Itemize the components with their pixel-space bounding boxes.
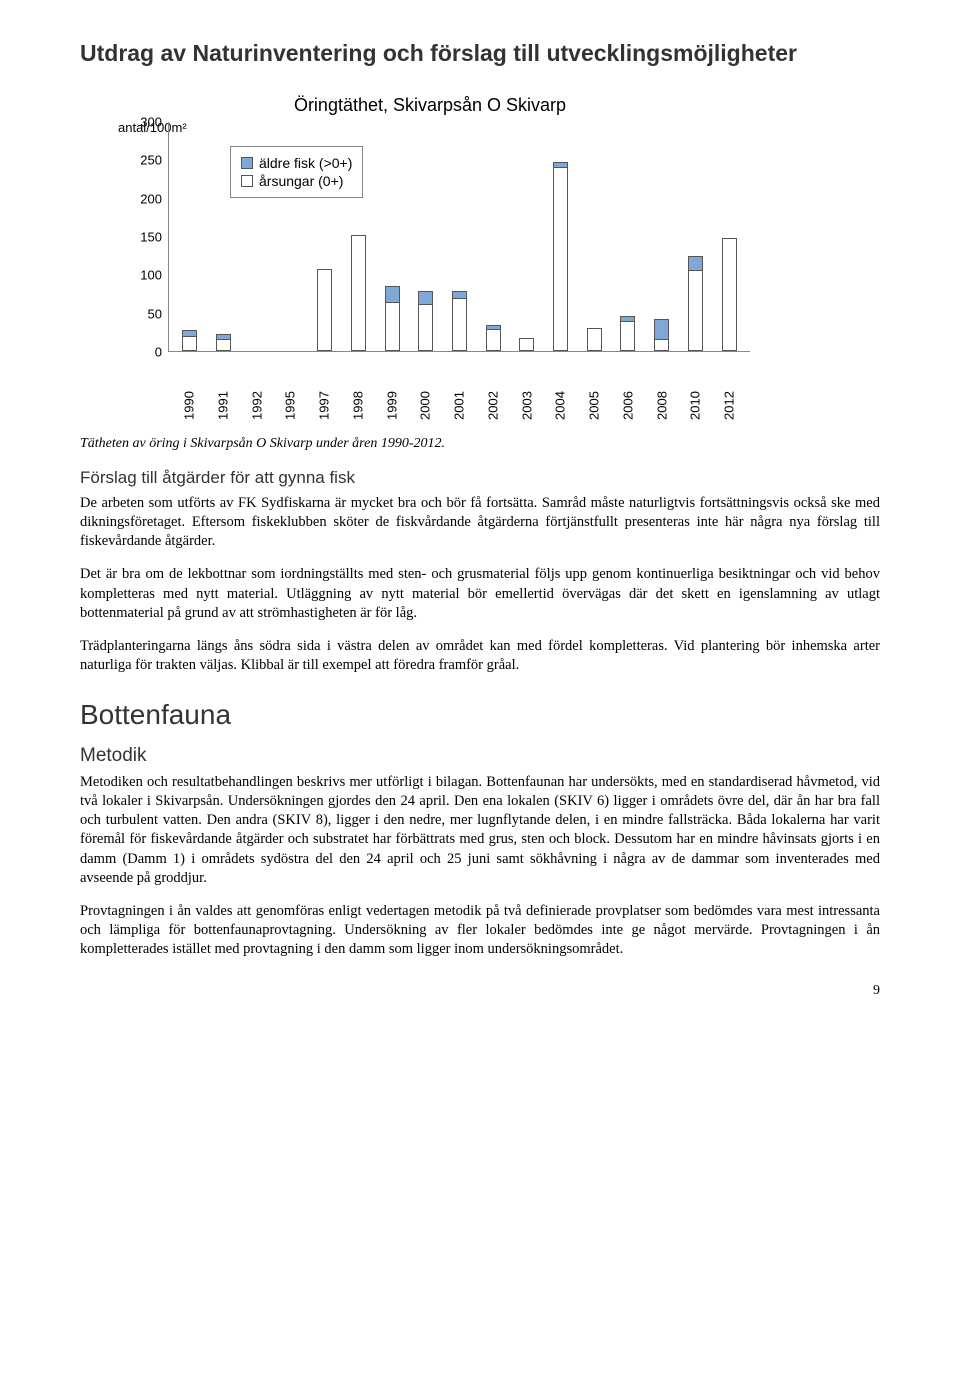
- x-axis: 1990199119921995199719981999200020012002…: [168, 382, 750, 424]
- page-number: 9: [80, 983, 880, 999]
- paragraph: De arbeten som utförts av FK Sydfiskarna…: [80, 494, 880, 551]
- bar-group: [679, 122, 713, 351]
- bar-young: [519, 338, 534, 351]
- bar-group: [577, 122, 611, 351]
- bar-young: [216, 340, 231, 351]
- bar-older: [452, 291, 467, 299]
- bar-older: [385, 286, 400, 303]
- x-tick: 1995: [273, 382, 307, 424]
- x-tick: 1998: [341, 382, 375, 424]
- bar-group: [409, 122, 443, 351]
- bar-group: [510, 122, 544, 351]
- bar-young: [182, 337, 197, 351]
- y-tick: 0: [155, 346, 162, 359]
- x-tick: 2004: [543, 382, 577, 424]
- x-tick: 1997: [307, 382, 341, 424]
- bar-young: [486, 330, 501, 351]
- y-tick: 200: [140, 192, 162, 205]
- chart-legend: äldre fisk (>0+) årsungar (0+): [230, 146, 363, 198]
- x-tick: 2006: [611, 382, 645, 424]
- bar-young: [587, 328, 602, 351]
- section-heading-bottenfauna: Bottenfauna: [80, 699, 880, 731]
- bar-chart: Öringtäthet, Skivarpsån O Skivarp antal/…: [110, 95, 750, 424]
- bar-young: [553, 168, 568, 351]
- section-heading-metodik: Metodik: [80, 745, 880, 767]
- paragraph: Provtagningen i ån valdes att genomföras…: [80, 902, 880, 959]
- legend-label: äldre fisk (>0+): [259, 155, 352, 171]
- x-tick: 2010: [678, 382, 712, 424]
- bar-group: [173, 122, 207, 351]
- x-tick: 2002: [476, 382, 510, 424]
- x-tick: 1991: [206, 382, 240, 424]
- x-tick: 1992: [240, 382, 274, 424]
- bar-young: [385, 303, 400, 351]
- paragraph: Metodiken och resultatbehandlingen beskr…: [80, 773, 880, 888]
- bar-older: [688, 256, 703, 271]
- bar-young: [654, 340, 669, 351]
- y-tick: 150: [140, 231, 162, 244]
- x-tick: 1999: [375, 382, 409, 424]
- legend-item: årsungar (0+): [241, 173, 352, 189]
- x-tick: 2008: [645, 382, 679, 424]
- bar-young: [351, 235, 366, 351]
- bar-group: [443, 122, 477, 351]
- bar-young: [418, 305, 433, 351]
- paragraph: Det är bra om de lekbottnar som iordning…: [80, 565, 880, 622]
- bar-young: [722, 238, 737, 351]
- y-tick: 250: [140, 154, 162, 167]
- bar-older: [654, 319, 669, 340]
- y-axis: 050100150200250300: [110, 122, 168, 352]
- page-title: Utdrag av Naturinventering och förslag t…: [80, 40, 880, 67]
- legend-label: årsungar (0+): [259, 173, 343, 189]
- bar-group: [476, 122, 510, 351]
- chart-caption: Tätheten av öring i Skivarpsån O Skivarp…: [80, 436, 880, 452]
- bar-group: [611, 122, 645, 351]
- bar-group: [645, 122, 679, 351]
- legend-swatch: [241, 157, 253, 169]
- chart-title: Öringtäthet, Skivarpsån O Skivarp: [110, 95, 750, 116]
- bar-older: [418, 291, 433, 306]
- bar-older: [182, 330, 197, 338]
- bar-group: [712, 122, 746, 351]
- x-tick: 2003: [510, 382, 544, 424]
- x-tick: 2012: [712, 382, 746, 424]
- bar-young: [452, 299, 467, 351]
- bar-group: [544, 122, 578, 351]
- x-tick: 1990: [172, 382, 206, 424]
- bar-young: [620, 322, 635, 351]
- legend-swatch: [241, 175, 253, 187]
- paragraph: Trädplanteringarna längs åns södra sida …: [80, 637, 880, 675]
- y-tick: 50: [148, 307, 162, 320]
- bar-young: [688, 271, 703, 351]
- x-tick: 2001: [442, 382, 476, 424]
- bar-group: [375, 122, 409, 351]
- x-tick: 2005: [577, 382, 611, 424]
- legend-item: äldre fisk (>0+): [241, 155, 352, 171]
- y-tick: 300: [140, 116, 162, 129]
- section-heading-forslag: Förslag till åtgärder för att gynna fisk: [80, 468, 880, 488]
- bar-young: [317, 269, 332, 351]
- y-tick: 100: [140, 269, 162, 282]
- x-tick: 2000: [408, 382, 442, 424]
